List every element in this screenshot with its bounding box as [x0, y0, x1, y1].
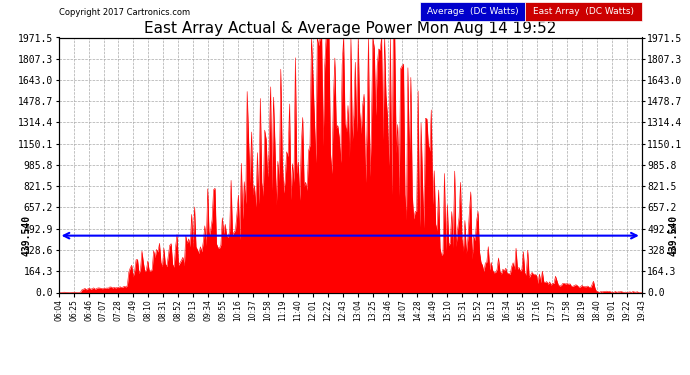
Text: 439.540: 439.540 [669, 215, 679, 256]
FancyBboxPatch shape [420, 2, 525, 21]
Text: 439.540: 439.540 [21, 215, 32, 256]
FancyBboxPatch shape [525, 2, 642, 21]
Text: Average  (DC Watts): Average (DC Watts) [427, 7, 518, 16]
Text: East Array  (DC Watts): East Array (DC Watts) [533, 7, 634, 16]
Text: Copyright 2017 Cartronics.com: Copyright 2017 Cartronics.com [59, 8, 190, 17]
Title: East Array Actual & Average Power Mon Aug 14 19:52: East Array Actual & Average Power Mon Au… [144, 21, 556, 36]
